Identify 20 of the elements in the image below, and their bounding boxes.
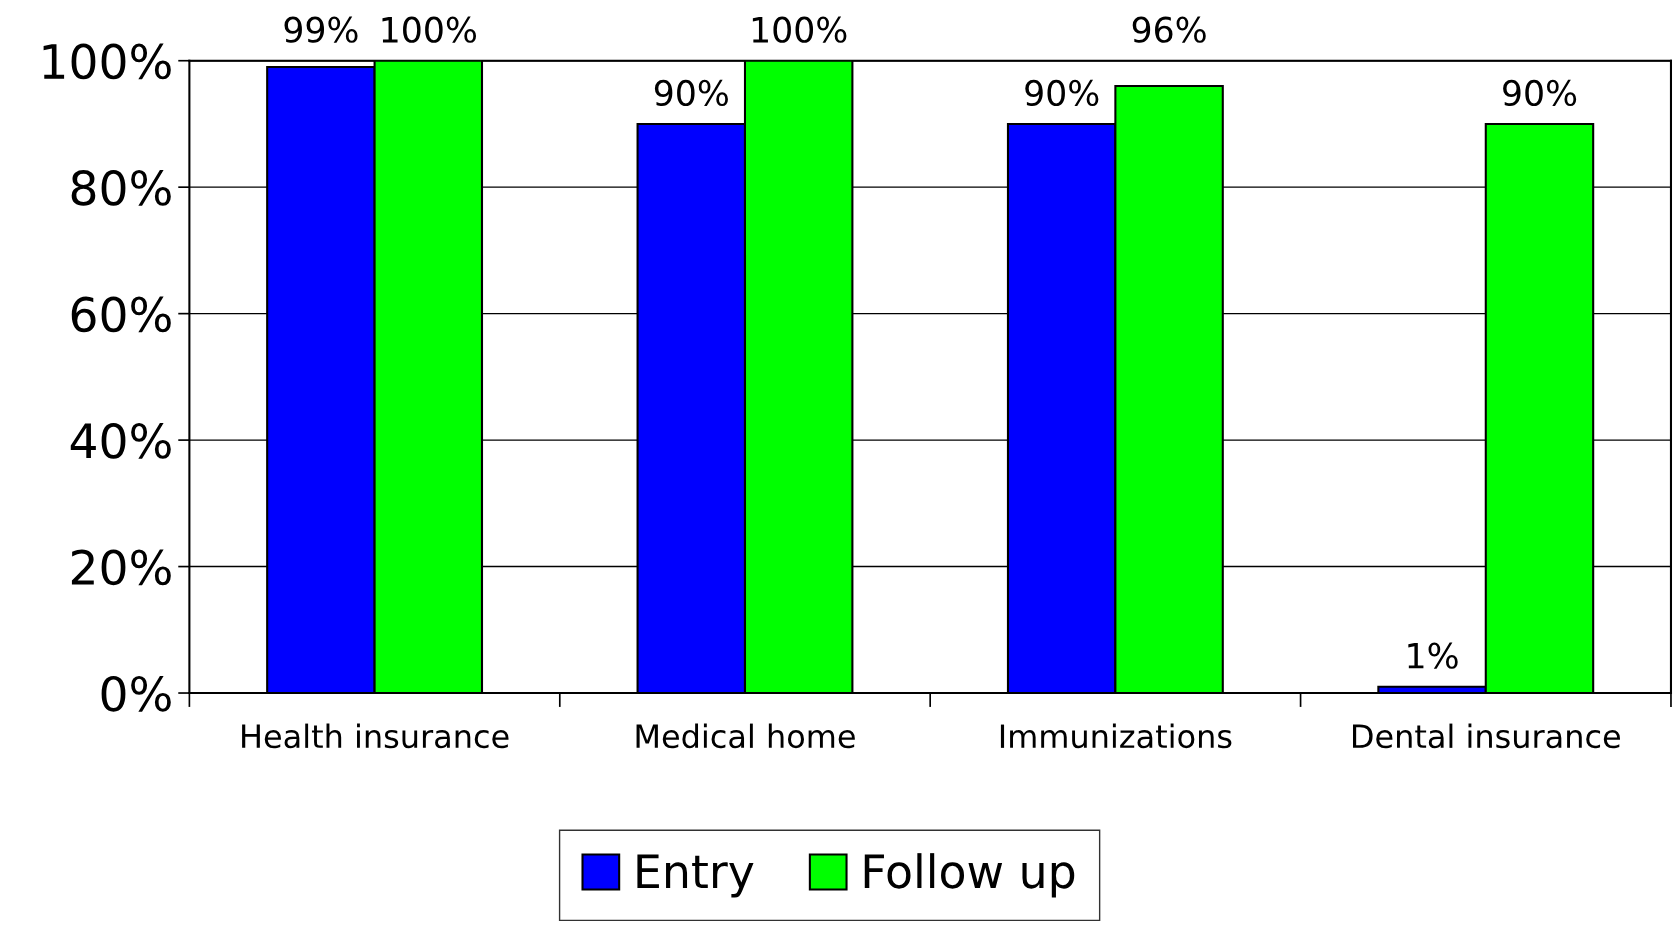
x-tick-label: Health insurance xyxy=(242,723,509,749)
data-label: 100% xyxy=(382,16,477,43)
x-tick-label: Dental insurance xyxy=(1353,723,1620,749)
y-tick-label: 40% xyxy=(70,422,171,459)
data-label: 1% xyxy=(1408,642,1458,669)
x-tick-label: Immunizations xyxy=(1000,723,1232,749)
x-tick-label: Medical home xyxy=(636,723,855,749)
data-label: 99% xyxy=(284,16,358,43)
y-tick-label: 60% xyxy=(71,296,171,333)
data-label: 100% xyxy=(752,16,847,43)
y-tick-label: 100% xyxy=(43,43,171,80)
data-label: 90% xyxy=(1503,79,1577,107)
y-tick-label: 80% xyxy=(71,170,171,206)
y-tick-label: 0% xyxy=(101,675,171,712)
y-tick-label: 20% xyxy=(71,549,171,586)
data-label: 90% xyxy=(654,79,728,107)
data-label: 96% xyxy=(1132,16,1206,43)
data-label: 90% xyxy=(1025,79,1099,107)
legend-label: Entry xyxy=(637,854,754,898)
legend-label: Follow up xyxy=(864,853,1075,898)
